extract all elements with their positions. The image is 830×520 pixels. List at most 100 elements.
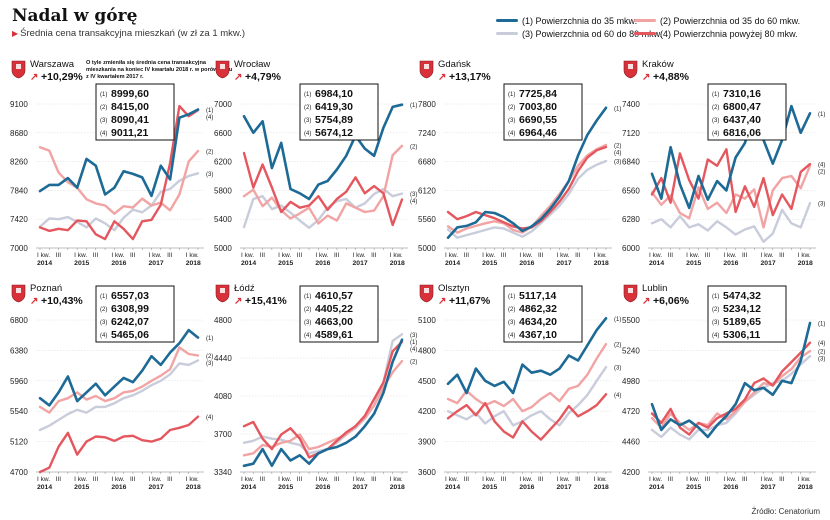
x-tick-label: III [297,252,303,259]
x-tick-year: 2016 [111,260,126,267]
x-tick-label: I kw. [482,252,495,259]
chart-panel-1: Wrocław ↗ +4,79% 5000 5400 5800 6200 6600 7000 I … [214,59,417,267]
y-tick-label: 6600 [214,129,232,138]
x-tick-year: 2014 [241,484,256,491]
x-tick-label: III [93,476,99,483]
legend-swatch-2 [634,19,656,22]
y-tick-label: 5120 [10,438,28,447]
values-box-value: 5189,65 [723,316,761,328]
x-tick-year: 2014 [649,484,664,491]
city-crest-icon [11,60,26,79]
series-end-label: (1) [410,103,417,109]
x-tick-label: I kw. [390,252,403,259]
y-tick-label: 7000 [10,244,28,253]
values-box-value: 7725,84 [519,88,557,100]
values-box-id: (4) [712,131,719,137]
y-tick-label: 6120 [418,186,436,195]
series-line-3 [242,187,404,230]
values-box-id: (2) [100,105,107,111]
x-tick-year: 2018 [594,484,609,491]
x-tick-year: 2018 [798,260,813,267]
values-box-value: 6984,10 [315,88,353,100]
x-tick-label: I kw. [186,476,199,483]
series-line-2 [650,164,812,229]
city-crest-icon [623,60,638,79]
series-end-label: (2) [614,343,621,349]
arrow-up-icon: ↗ [438,296,446,307]
y-tick-label: 5000 [418,244,436,253]
x-tick-label: I kw. [353,476,366,483]
city-crest-icon [215,284,230,303]
series-end-label: (1) [410,340,417,346]
y-tick-label: 4080 [214,392,232,401]
y-tick-label: 5540 [10,407,28,416]
y-tick-label: 6560 [622,186,640,195]
x-tick-label: III [538,476,544,483]
x-tick-year: 2016 [519,484,534,491]
y-tick-label: 7400 [622,100,640,109]
chart-panel-6: Olsztyn ↗ +11,67% 3600 3900 4200 4500 4800 5100 I… [418,283,621,491]
x-tick-label: III [779,252,785,259]
values-box-id: (1) [100,294,107,300]
x-tick-label: I kw. [241,476,254,483]
y-tick-label: 4800 [418,346,436,355]
x-tick-year: 2015 [482,484,497,491]
arrow-up-icon: ↗ [30,296,38,307]
series-end-label: (3) [818,202,825,208]
triangle-icon: ▶ [12,29,19,38]
x-tick-label: I kw. [149,252,162,259]
values-box-value: 6308,99 [111,303,149,315]
x-tick-label: I kw. [37,252,50,259]
x-tick-year: 2014 [37,260,52,267]
x-tick-year: 2017 [761,484,776,491]
values-box-value: 8090,41 [111,114,149,126]
x-tick-label: I kw. [353,252,366,259]
series-line-3 [650,201,812,244]
x-tick-label: I kw. [315,476,328,483]
x-tick-label: I kw. [37,476,50,483]
y-tick-label: 5960 [10,377,28,386]
y-tick-label: 6380 [10,346,28,355]
city-name: Wrocław [234,59,270,70]
values-box-id: (4) [304,131,311,137]
values-box-value: 8415,00 [111,101,149,113]
x-tick-label: III [371,476,377,483]
x-tick-year: 2018 [186,260,201,267]
change-value: +10,43% [41,295,83,307]
x-tick-label: I kw. [557,252,570,259]
values-box [95,285,175,343]
crest-shield [215,284,230,303]
y-tick-label: 4500 [418,377,436,386]
legend-swatch-1 [496,19,518,22]
crest-emblem [628,64,633,69]
series-end-label: (2) [206,149,213,155]
x-tick-year: 2014 [37,484,52,491]
series-end-label: (1) [818,322,825,328]
series-line-2 [242,144,404,225]
series-end-label: (3) [410,192,417,198]
chart-panel-3: Kraków ↗ +4,88% 6000 6280 6560 6840 7120 7400 I k… [622,59,825,267]
crest-shield [419,60,434,79]
x-tick-year: 2017 [149,484,164,491]
values-box-id: (1) [712,294,719,300]
subtitle-text: Średnia cena transakcyjna mieszkań (w zł… [20,28,246,39]
x-tick-label: III [575,252,581,259]
legend-item-2: (2) Powierzchnia od 35 do 60 mkw. [634,14,800,27]
x-tick-label: III [705,252,711,259]
x-tick-label: III [334,476,340,483]
values-box-value: 5306,11 [723,329,761,341]
series-end-label: (4) [818,341,825,347]
x-tick-label: I kw. [594,476,607,483]
x-tick-label: I kw. [278,476,291,483]
x-tick-label: I kw. [519,476,532,483]
page-subtitle: ▶ Średnia cena transakcyjna mieszkań (w z… [12,28,245,39]
x-tick-year: 2015 [74,484,89,491]
series-end-label: (2) [410,144,417,150]
x-tick-year: 2014 [445,260,460,267]
series-end-label: (2) [206,354,213,360]
arrow-up-icon: ↗ [642,296,650,307]
y-tick-label: 3700 [214,430,232,439]
values-box [299,285,379,343]
change-note: O tyle zmieniła się średnia cena transak… [86,60,233,80]
values-box-value: 6557,03 [111,290,149,302]
